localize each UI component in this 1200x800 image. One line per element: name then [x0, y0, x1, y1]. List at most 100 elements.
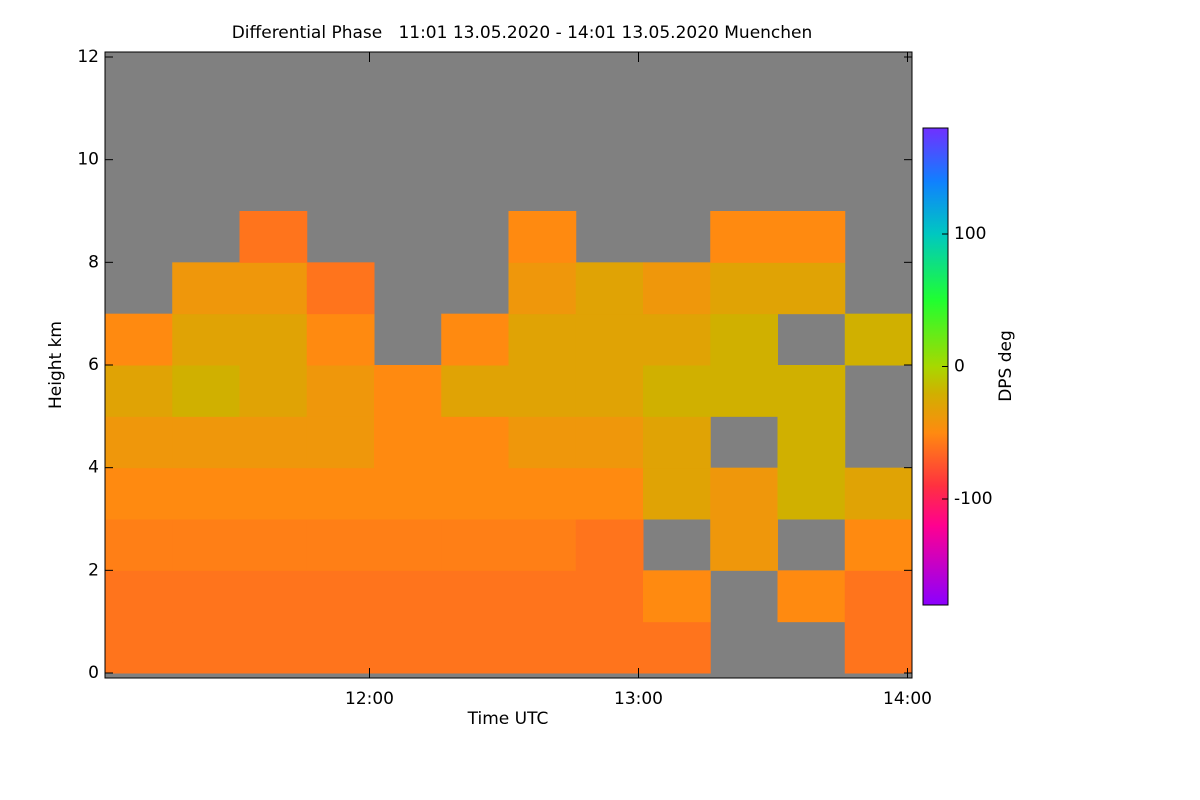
colorbar-segment — [923, 128, 948, 182]
colorbar-segment — [923, 525, 948, 606]
heatmap-cell — [172, 621, 240, 674]
heatmap-cell — [508, 570, 577, 623]
heatmap-cell — [844, 570, 913, 623]
colorbar-label: DPS deg — [996, 330, 1016, 402]
y-tick-label: 0 — [88, 663, 99, 683]
heatmap-cell — [239, 519, 308, 571]
heatmap-cell — [844, 467, 913, 520]
x-axis-label: Time UTC — [467, 709, 549, 729]
heatmap-cell — [643, 467, 711, 520]
heatmap-cell — [105, 467, 173, 520]
heatmap-cell — [374, 467, 442, 520]
colorbar-segment — [923, 432, 948, 487]
heatmap-cell — [575, 416, 644, 469]
heatmap-cell — [508, 621, 577, 674]
heatmap-cell — [643, 313, 711, 366]
heatmap-cell — [777, 262, 846, 315]
y-tick-label: 12 — [77, 47, 99, 67]
heatmap-cell — [306, 313, 375, 366]
heatmap-cell — [844, 621, 913, 674]
heatmap-cell — [575, 365, 644, 417]
heatmap-cell — [306, 621, 375, 674]
heatmap-cell — [710, 519, 778, 571]
heatmap-cell — [441, 519, 509, 571]
heatmap-cell — [105, 621, 173, 674]
heatmap-cell — [777, 211, 846, 263]
x-tick-label: 12:00 — [345, 689, 394, 709]
colorbar-segment — [923, 366, 948, 394]
y-tick-label: 4 — [88, 458, 99, 478]
heatmap-cell — [777, 365, 846, 417]
heatmap-cell — [643, 621, 711, 674]
colorbar-segment — [923, 485, 948, 526]
heatmap-cell — [575, 467, 644, 520]
heatmap-cell — [441, 416, 509, 469]
y-tick-label: 10 — [77, 150, 99, 170]
chart-title: Differential Phase 11:01 13.05.2020 - 14… — [232, 23, 813, 43]
heatmap-cell — [777, 467, 846, 520]
heatmap-cell — [239, 621, 308, 674]
heatmap-cell — [575, 621, 644, 674]
heatmap-cell — [306, 570, 375, 623]
heatmap-cell — [710, 365, 778, 417]
colorbar-segment — [923, 393, 948, 434]
heatmap-cell — [575, 570, 644, 623]
heatmap-cell — [306, 519, 375, 571]
heatmap-cell — [239, 313, 308, 366]
heatmap-cell — [374, 416, 442, 469]
heatmap-cell — [441, 570, 509, 623]
heatmap-cell — [239, 416, 308, 469]
heatmap-cell — [710, 467, 778, 520]
heatmap-cell — [172, 519, 240, 571]
colorbar-segment — [923, 300, 948, 367]
heatmap-cell — [777, 570, 846, 623]
heatmap-cell — [508, 211, 577, 263]
heatmap-cell — [777, 416, 846, 469]
heatmap-cell — [105, 416, 173, 469]
heatmap-cell — [844, 519, 913, 571]
heatmap-cell — [508, 467, 577, 520]
heatmap-cell — [172, 467, 240, 520]
heatmap-cell — [306, 262, 375, 315]
heatmap-cell — [643, 262, 711, 315]
heatmap-cell — [306, 416, 375, 469]
heatmap-cell — [374, 519, 442, 571]
heatmap-cell — [710, 262, 778, 315]
heatmap-cell — [643, 365, 711, 417]
heatmap-cell — [105, 365, 173, 417]
heatmap-cell — [105, 519, 173, 571]
heatmap-cell — [239, 570, 308, 623]
heatmap-cell — [508, 519, 577, 571]
heatmap-cell — [575, 262, 644, 315]
heatmap-cell — [508, 365, 577, 417]
heatmap-cell — [172, 365, 240, 417]
heatmap-cell — [508, 416, 577, 469]
heatmap-cell — [239, 365, 308, 417]
x-tick-label: 14:00 — [883, 689, 932, 709]
heatmap-cell — [508, 313, 577, 366]
heatmap-cell — [105, 570, 173, 623]
heatmap-cell — [374, 621, 442, 674]
heatmap-cell — [374, 570, 442, 623]
colorbar-segment — [923, 181, 948, 235]
heatmap-cell — [105, 313, 173, 366]
heatmap-cell — [441, 621, 509, 674]
x-tick-label: 13:00 — [614, 689, 663, 709]
colorbar-tick-label: -100 — [954, 489, 993, 509]
heatmap-cell — [710, 211, 778, 263]
heatmap-cell — [239, 262, 308, 315]
heatmap-cell — [508, 262, 577, 315]
heatmap-cell — [239, 211, 308, 263]
heatmap-cell — [441, 313, 509, 366]
colorbar-segment — [923, 234, 948, 301]
heatmap-cell — [710, 313, 778, 366]
colorbar-tick-label: 100 — [954, 224, 986, 244]
y-axis-label: Height km — [46, 321, 66, 409]
heatmap-cell — [239, 467, 308, 520]
y-tick-label: 6 — [88, 355, 99, 375]
colorbar-tick-label: 0 — [954, 357, 965, 377]
heatmap-cell — [441, 467, 509, 520]
heatmap-cell — [172, 570, 240, 623]
